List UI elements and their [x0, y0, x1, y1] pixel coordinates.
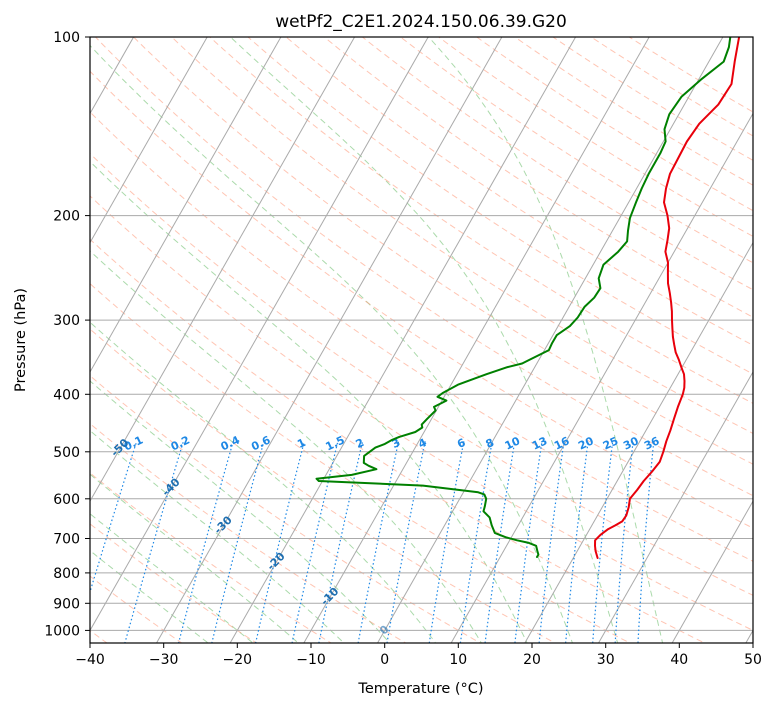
dry-adiabat: [90, 472, 333, 643]
plot-frame: [89, 36, 754, 644]
dry-adiabat: [90, 195, 753, 631]
y-tick-label: 500: [53, 445, 80, 461]
mixing-ratio-line: [459, 441, 493, 643]
dry-adiabat: [90, 111, 753, 562]
mixing-ratio-label: 36: [642, 434, 662, 452]
y-tick-label: 800: [53, 566, 80, 582]
moist-adiabat: [90, 250, 482, 643]
isotherm: [155, 37, 503, 643]
isotherm: [90, 37, 208, 244]
dry-adiabat: [132, 37, 753, 465]
isotherm: [90, 37, 429, 632]
y-axis: 100 200 300 400 500 600 700 800 900 1000: [44, 30, 90, 639]
mixing-ratio-line: [254, 441, 305, 643]
mixing-ratio-label: 13: [530, 434, 549, 452]
dry-adiabat: [514, 37, 753, 186]
mixing-ratio-line: [428, 441, 465, 643]
dry-adiabat: [285, 37, 753, 346]
isotherm: [90, 37, 356, 503]
dry-adiabat: [94, 37, 753, 497]
moist-adiabat: [90, 321, 437, 643]
dry-adiabat: [90, 423, 407, 643]
x-tick-label: 20: [523, 652, 541, 668]
dry-adiabat: [399, 37, 753, 264]
x-tick-label: 0: [380, 652, 389, 668]
x-tick-label: 30: [597, 652, 615, 668]
moist-adiabat: [90, 430, 345, 643]
mixing-ratio-line: [318, 441, 364, 643]
mixing-ratio-line: [124, 441, 184, 643]
isotherm: [229, 37, 577, 643]
x-axis-title: Temperature (°C): [357, 681, 483, 697]
x-tick-label: −10: [296, 652, 326, 668]
moist-adiabat: [90, 380, 391, 643]
mixing-ratio-line: [291, 441, 339, 643]
y-tick-label: 300: [53, 313, 80, 329]
mixing-ratio-line: [178, 441, 234, 643]
mixing-ratio-label: 10: [503, 434, 523, 452]
y-tick-label: 200: [53, 209, 80, 225]
dry-adiabat: [171, 37, 753, 434]
x-tick-label: −30: [149, 652, 179, 668]
isotherm: [303, 37, 650, 643]
dry-adiabat: [209, 37, 753, 404]
mixing-ratio-label: 16: [552, 434, 572, 452]
isotherm: [90, 37, 282, 373]
moist-adiabat: [90, 160, 528, 643]
dry-adiabat: [90, 282, 631, 643]
mixing-ratio-label: 30: [621, 434, 641, 452]
dry-adiabat: [247, 37, 753, 375]
isotherm: [671, 500, 753, 643]
dry-adiabat: [437, 37, 753, 237]
mixing-ratio-line: [357, 441, 400, 643]
mixing-ratio-line: [386, 441, 426, 643]
y-tick-label: 100: [53, 30, 80, 46]
mixing-ratio-line: [211, 441, 265, 643]
temperature-profile: [594, 37, 741, 559]
dry-adiabat: [90, 152, 753, 596]
y-tick-label: 400: [53, 387, 80, 403]
y-axis-title: Pressure (hPa): [13, 288, 29, 392]
x-tick-label: 50: [744, 652, 762, 668]
x-axis: −40 −30 −20 −10 0 10 20 30 40 50: [75, 643, 762, 668]
isotherm: [524, 241, 753, 643]
mixing-ratio-label: 20: [576, 434, 596, 452]
y-tick-label: 900: [53, 596, 80, 612]
plot-area: 0.10.20.40.611.52346810131620253036-100-…: [90, 37, 753, 643]
dry-adiabat: [90, 328, 557, 643]
dry-adiabat: [552, 37, 753, 161]
dry-adiabat: [475, 37, 753, 212]
x-tick-label: −20: [223, 652, 253, 668]
isotherm: [450, 112, 753, 643]
x-tick-label: 40: [670, 652, 688, 668]
dry-adiabat: [90, 238, 706, 643]
x-tick-label: −40: [75, 652, 105, 668]
moist-adiabat: [90, 44, 574, 643]
moist-adiabat: [229, 37, 619, 643]
moist-adiabat: [90, 473, 299, 643]
y-tick-label: 1000: [44, 623, 80, 639]
isotherm: [376, 37, 724, 643]
isotherm: [597, 370, 753, 643]
mixing-ratio-label: 25: [601, 434, 620, 452]
dry-adiabat: [90, 70, 753, 529]
y-tick-label: 600: [53, 492, 80, 508]
dewpoint-profile: [315, 37, 732, 558]
y-tick-label: 700: [53, 532, 80, 548]
chart-title: wetPf2_C2E1.2024.150.06.39.G20: [275, 12, 567, 32]
x-tick-label: 10: [449, 652, 467, 668]
